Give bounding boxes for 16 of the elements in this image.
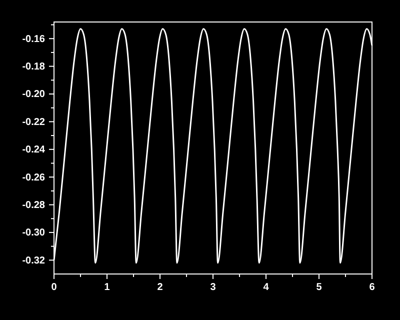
y-tick-label: -0.24 — [22, 144, 46, 156]
y-tick-label: -0.32 — [22, 255, 46, 266]
y-tick-label: -0.30 — [22, 228, 46, 239]
y-tick-label: -0.16 — [22, 34, 46, 45]
y-tick-label: -0.18 — [22, 62, 46, 73]
y-tick-label: -0.28 — [22, 200, 46, 211]
x-tick-label: 1 — [104, 282, 110, 294]
x-tick-label: 3 — [210, 282, 216, 294]
y-tick-label: -0.20 — [22, 89, 46, 100]
y-tick-label: -0.26 — [22, 172, 46, 184]
x-tick-label: 4 — [263, 282, 270, 294]
y-tick-label: -0.22 — [22, 116, 46, 128]
x-tick-label: 6 — [369, 282, 376, 294]
x-tick-label: 0 — [51, 282, 58, 294]
x-tick-label: 2 — [157, 282, 164, 294]
x-tick-label: 5 — [316, 282, 322, 294]
